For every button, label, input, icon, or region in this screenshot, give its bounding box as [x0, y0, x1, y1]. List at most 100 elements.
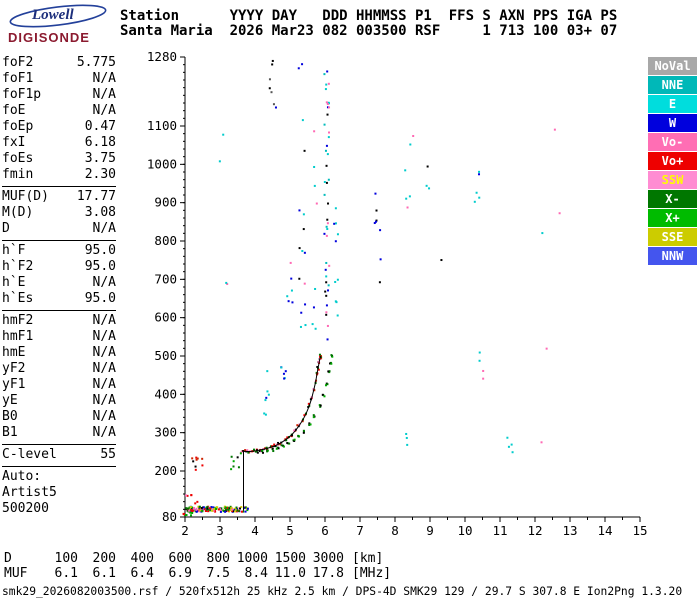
- muf-cell: 11.0: [274, 566, 306, 581]
- param-value: N/A: [92, 221, 116, 236]
- param-row-auto: Auto:: [2, 469, 116, 485]
- status-line: smk29_2026082003500.rsf / 520fx512h 25 k…: [2, 585, 683, 598]
- muf-unit: [km]: [352, 551, 384, 566]
- muf-cell: 6.9: [168, 566, 192, 581]
- ionogram-plot: 80 200 300 400 500 600 700 800 900 1000 1100 1280 2 3…: [120, 50, 655, 545]
- legend-item-x: X-: [648, 190, 697, 208]
- param-label: B1: [2, 425, 18, 440]
- param-row-fof1: foF1 N/A: [2, 71, 116, 87]
- param-row-hmf1: hmF1 N/A: [2, 329, 116, 345]
- legend-item-w: W: [648, 114, 697, 132]
- x-tick-label: 2: [181, 523, 189, 538]
- param-row-he: h`E N/A: [2, 275, 116, 291]
- param-label: Auto:: [2, 469, 42, 484]
- param-row-b0: B0 N/A: [2, 409, 116, 425]
- param-row-hf: h`F 95.0: [2, 243, 116, 259]
- muf-cell: 3000: [312, 551, 344, 566]
- param-row-ye: yE N/A: [2, 393, 116, 409]
- legend-item-e: E: [648, 95, 697, 113]
- x-tick-label: 12: [527, 523, 542, 538]
- param-value: N/A: [92, 345, 116, 360]
- y-tick-label: 1100: [147, 118, 177, 133]
- param-value: 3.75: [84, 151, 116, 166]
- y-tick-label: 800: [154, 233, 177, 248]
- param-value: N/A: [92, 409, 116, 424]
- param-row-hes: h`Es 95.0: [2, 291, 116, 307]
- param-row-fof2: foF2 5.775: [2, 55, 116, 71]
- x-tick-label: 11: [492, 523, 507, 538]
- param-row-foes: foEs 3.75: [2, 151, 116, 167]
- muf-cell: 6.1: [54, 566, 78, 581]
- legend-item-nnw: NNW: [648, 247, 697, 265]
- muf-cell: 200: [92, 551, 116, 566]
- param-label: h`Es: [2, 291, 34, 306]
- param-value: 95.0: [84, 291, 116, 306]
- separator-line: [2, 240, 116, 241]
- header-line-1: Station YYYY DAY DDD HHMMSS P1 FFS S AXN…: [120, 8, 618, 24]
- muf-cell: 6.1: [92, 566, 116, 581]
- param-row-hme: hmE N/A: [2, 345, 116, 361]
- separator-line: [2, 444, 116, 445]
- station-header: Station YYYY DAY DDD HHMMSS P1 FFS S AXN…: [120, 9, 617, 39]
- param-row-yf1: yF1 N/A: [2, 377, 116, 393]
- param-label: foEs: [2, 151, 34, 166]
- param-row-foep: foEp 0.47: [2, 119, 116, 135]
- param-value: 6.18: [84, 135, 116, 150]
- param-label: foE: [2, 103, 26, 118]
- param-label: M(D): [2, 205, 34, 220]
- param-label: Artist5: [2, 485, 57, 500]
- y-tick-label: 400: [154, 386, 177, 401]
- y-tick-label: 700: [154, 271, 177, 286]
- legend-item-noval: NoVal: [648, 57, 697, 75]
- muf-cell: 800: [206, 551, 230, 566]
- y-tick-label: 80: [162, 509, 177, 524]
- param-row-b1: B1 N/A: [2, 425, 116, 441]
- logo-orbit-icon: [9, 4, 107, 28]
- param-value: N/A: [92, 103, 116, 118]
- param-label: foEp: [2, 119, 34, 134]
- separator-line: [2, 310, 116, 311]
- param-label: MUF(D): [2, 189, 49, 204]
- param-row-md: M(D) 3.08: [2, 205, 116, 221]
- param-label: yF2: [2, 361, 26, 376]
- param-value: 2.30: [84, 167, 116, 182]
- muf-row-label: D: [4, 551, 12, 566]
- muf-cell: 6.4: [130, 566, 154, 581]
- param-value: N/A: [92, 275, 116, 290]
- param-value: N/A: [92, 361, 116, 376]
- x-tick-label: 10: [457, 523, 472, 538]
- param-label: yF1: [2, 377, 26, 392]
- logo-digisonde-text: DIGISONDE: [8, 30, 90, 45]
- param-row-500200: 500200: [2, 501, 116, 517]
- param-label: foF1p: [2, 87, 42, 102]
- param-label: h`F2: [2, 259, 34, 274]
- muf-cell: 7.5: [206, 566, 230, 581]
- y-tick-label: 500: [154, 348, 177, 363]
- y-tick-label: 200: [154, 463, 177, 478]
- direction-legend: NoVal NNE E W Vo- Vo+ SSW X- X+ SSE NNW: [648, 57, 697, 266]
- muf-row-muf: MUF 6.1 6.1 6.4 6.9 7.5 8.4 11.0 17.8 [MHz]: [4, 566, 391, 581]
- param-value: N/A: [92, 393, 116, 408]
- param-row-clevel: C-level 55: [2, 447, 116, 463]
- param-label: B0: [2, 409, 18, 424]
- param-value: N/A: [92, 425, 116, 440]
- muf-cell: 400: [130, 551, 154, 566]
- param-value: N/A: [92, 313, 116, 328]
- es-layer-trace: [184, 505, 249, 513]
- param-value: 95.0: [84, 259, 116, 274]
- param-label: 500200: [2, 501, 49, 516]
- param-value: 3.08: [84, 205, 116, 220]
- x-tick-label: 4: [251, 523, 259, 538]
- artist-autoscaled-trace: [241, 355, 322, 511]
- lowell-digisonde-logo: Lowell DIGISONDE: [6, 3, 118, 51]
- param-value: 95.0: [84, 243, 116, 258]
- x-tick-label: 5: [286, 523, 294, 538]
- param-row-hmf2: hmF2 N/A: [2, 313, 116, 329]
- param-value: 17.77: [76, 189, 116, 204]
- x-tick-label: 7: [356, 523, 364, 538]
- muf-cell: 600: [168, 551, 192, 566]
- param-label: foF1: [2, 71, 34, 86]
- param-row-hf2: h`F2 95.0: [2, 259, 116, 275]
- muf-cell: 17.8: [312, 566, 344, 581]
- muf-cell: 1500: [274, 551, 306, 566]
